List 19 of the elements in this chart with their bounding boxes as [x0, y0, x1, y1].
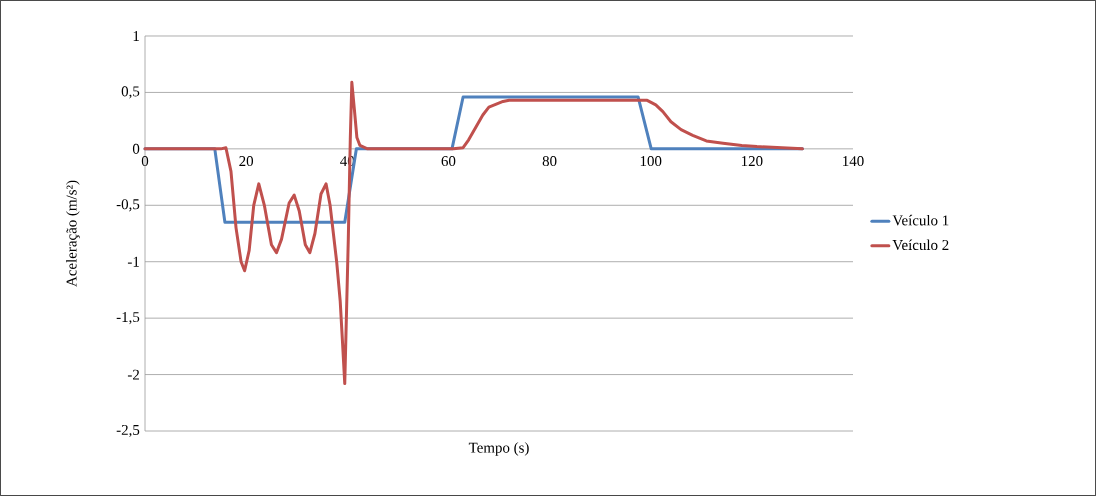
y-tick-label: -2,5 — [116, 424, 140, 438]
x-tick-label: 100 — [640, 156, 662, 167]
y-axis-title: Aceleração (m/s²) — [66, 180, 80, 287]
y-tick-label: 0 — [132, 143, 140, 154]
x-tick-label: 80 — [542, 156, 557, 167]
x-tick-label: 140 — [843, 156, 864, 167]
y-tick-label: 0,5 — [121, 86, 140, 99]
legend-label: Veículo 1 — [892, 214, 949, 226]
x-axis-title: Tempo (s) — [468, 442, 529, 456]
legend-label: Veículo 2 — [892, 239, 949, 251]
y-tick-label: -0,5 — [116, 199, 140, 212]
y-tick-label: -1 — [127, 256, 139, 267]
x-tick-label: 120 — [741, 156, 763, 167]
y-tick-label: -1,5 — [116, 312, 140, 325]
x-tick-label: 60 — [441, 156, 456, 167]
y-tick-label: -2 — [127, 369, 139, 380]
x-tick-label: 20 — [239, 156, 254, 167]
x-tick-label: 0 — [141, 156, 149, 167]
y-tick-label: 1 — [133, 31, 139, 41]
